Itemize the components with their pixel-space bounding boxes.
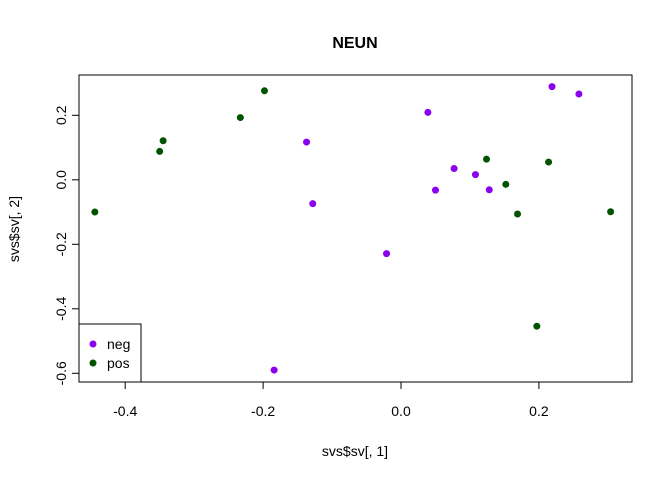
legend-marker-pos [89, 359, 97, 367]
data-point-pos [159, 137, 167, 145]
data-points [91, 83, 615, 374]
data-point-pos [483, 155, 491, 163]
data-point-pos [607, 208, 615, 216]
data-point-neg [485, 186, 493, 194]
legend-label-pos: pos [107, 355, 130, 371]
data-point-pos [236, 114, 244, 122]
x-ticks: -0.4 -0.2 0.0 0.2 [113, 382, 549, 419]
data-point-pos [545, 158, 553, 166]
data-point-neg [383, 250, 391, 258]
data-point-pos [91, 208, 99, 216]
x-axis-label: svs$sv[, 1] [322, 443, 388, 459]
chart-title: NEUN [332, 35, 377, 52]
data-point-pos [502, 180, 510, 188]
y-tick-label: -0.4 [53, 297, 69, 321]
data-point-neg [431, 186, 439, 194]
x-tick-label: -0.4 [113, 403, 137, 419]
data-point-neg [424, 108, 432, 116]
legend-marker-neg [89, 340, 97, 348]
data-point-neg [309, 200, 317, 208]
data-point-pos [260, 87, 268, 95]
y-tick-label: 0.0 [53, 170, 69, 190]
legend: neg pos [78, 323, 142, 383]
y-axis-label: svs$sv[, 2] [6, 196, 22, 262]
x-tick-label: 0.2 [529, 403, 549, 419]
data-point-neg [548, 83, 556, 91]
data-point-pos [514, 210, 522, 218]
y-tick-label: -0.6 [53, 361, 69, 385]
data-point-neg [450, 165, 458, 173]
y-ticks: -0.6 -0.4 -0.2 0.0 0.2 [53, 105, 79, 385]
data-point-neg [575, 90, 583, 98]
plot-area [78, 74, 633, 383]
legend-box [78, 323, 142, 383]
x-tick-label: 0.0 [391, 403, 411, 419]
data-point-neg [270, 366, 278, 374]
data-point-pos [156, 147, 164, 155]
data-point-neg [471, 171, 479, 179]
x-tick-label: -0.2 [251, 403, 275, 419]
data-point-neg [303, 138, 311, 146]
data-point-pos [533, 322, 541, 330]
y-tick-label: -0.2 [53, 232, 69, 256]
y-tick-label: 0.2 [53, 105, 69, 125]
legend-label-neg: neg [107, 336, 130, 352]
